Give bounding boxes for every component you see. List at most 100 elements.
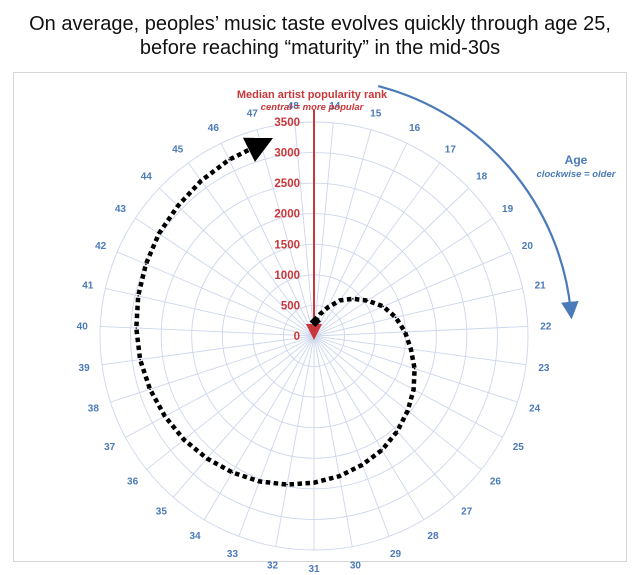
series-point: [260, 143, 262, 145]
series-point: [206, 457, 208, 460]
age-tick-label: 17: [445, 144, 457, 155]
series-point: [352, 298, 354, 300]
series-point: [139, 358, 141, 361]
grid-spoke: [220, 142, 315, 337]
age-tick-label: 40: [77, 322, 89, 333]
age-tick-label: 34: [189, 531, 201, 542]
grid-spoke: [313, 335, 503, 438]
age-direction-arrow: [377, 85, 579, 320]
age-tick-label: 24: [529, 404, 541, 415]
chart-frame: [13, 72, 627, 562]
grid-spoke: [238, 335, 315, 537]
age-tick-label: 41: [82, 280, 94, 291]
series-point: [258, 480, 261, 483]
age-tick-label: 14: [329, 101, 341, 112]
series-point: [404, 331, 406, 333]
grid-spoke: [313, 142, 408, 337]
grid-spoke: [105, 287, 315, 337]
age-tick-label: 48: [288, 101, 300, 112]
age-tick-label: 36: [127, 477, 139, 488]
grid-spoke: [313, 129, 372, 337]
grid-spoke: [313, 187, 469, 337]
age-tick-label: 44: [141, 172, 153, 183]
grid-spoke: [313, 325, 528, 337]
age-tick-label: 37: [104, 442, 116, 453]
grid-spoke: [313, 335, 390, 537]
grid-spoke: [146, 335, 315, 470]
series-point: [339, 299, 341, 302]
age-tick-label: 33: [227, 549, 239, 560]
age-tick-label: 38: [88, 404, 100, 415]
radial-tick-label: 1000: [274, 270, 300, 282]
grid-spoke: [256, 129, 315, 337]
radial-axis-sublabel: central = more popular: [261, 102, 365, 113]
series-point: [164, 415, 166, 418]
series-point: [313, 481, 315, 484]
series-point: [314, 320, 317, 323]
age-tick-label: 16: [409, 123, 421, 134]
grid-spoke: [135, 217, 315, 337]
grid-spoke: [313, 251, 511, 337]
grid-spoke: [187, 162, 315, 337]
series-point: [406, 409, 409, 412]
series-point: [412, 388, 415, 391]
radial-tick-label: 3500: [274, 117, 300, 129]
angular-axis-sublabel: clockwise = older: [537, 169, 617, 180]
series-point: [183, 438, 185, 441]
series-point: [382, 305, 384, 308]
radial-tick-label: 2000: [274, 209, 300, 221]
radial-tick-label: 3000: [274, 148, 300, 160]
grid-spoke: [275, 335, 315, 547]
age-tick-label: 43: [115, 204, 127, 215]
grid-spoke: [172, 335, 315, 498]
grid-spoke: [313, 287, 523, 337]
age-tick-label: 27: [461, 507, 473, 518]
series-point: [149, 388, 151, 391]
age-tick-label: 28: [427, 531, 439, 542]
age-tick-label: 30: [350, 560, 362, 571]
series-point: [177, 205, 179, 207]
series-point: [319, 313, 321, 315]
series-point: [145, 263, 147, 265]
age-tick-label: 45: [172, 144, 184, 155]
age-tick-label: 21: [535, 280, 547, 291]
grid-spoke: [313, 122, 334, 337]
age-tick-label: 32: [267, 560, 279, 571]
grid-spoke: [110, 335, 315, 403]
age-tick-label: 23: [538, 363, 550, 374]
series-point: [413, 367, 416, 370]
series-point: [228, 158, 230, 161]
angular-axis-label: Age: [565, 153, 588, 167]
grid-spoke: [117, 251, 315, 337]
radial-tick-label: 500: [281, 300, 300, 312]
series-point: [361, 463, 364, 466]
age-tick-label: 19: [502, 204, 514, 215]
series-point: [338, 475, 341, 477]
age-tick-label: 25: [513, 442, 525, 453]
radial-tick-label: 0: [294, 331, 300, 343]
age-tick-label: 35: [156, 507, 168, 518]
grid-spoke: [313, 335, 425, 520]
grid-spoke: [294, 122, 315, 337]
series-point: [135, 327, 138, 329]
series-point: [137, 295, 139, 297]
grid-spoke: [313, 217, 493, 337]
age-tick-label: 46: [208, 123, 220, 134]
series-point: [158, 232, 160, 235]
grid-spoke: [313, 335, 527, 366]
series-point: [286, 483, 288, 486]
series-point: [200, 179, 202, 182]
age-tick-label: 29: [390, 549, 402, 560]
grid-spoke: [313, 335, 456, 498]
age-tick-label: 47: [247, 108, 259, 119]
age-tick-label: 42: [95, 241, 107, 252]
age-tick-label: 22: [540, 322, 552, 333]
chart-title: On average, peoples’ music taste evolves…: [29, 13, 611, 59]
grid-spoke: [159, 187, 315, 337]
series-point: [326, 306, 329, 309]
grid-spoke: [313, 335, 518, 403]
grid-spoke: [203, 335, 315, 520]
grid-spoke: [313, 335, 482, 470]
radial-tick-label: 1500: [274, 239, 300, 251]
